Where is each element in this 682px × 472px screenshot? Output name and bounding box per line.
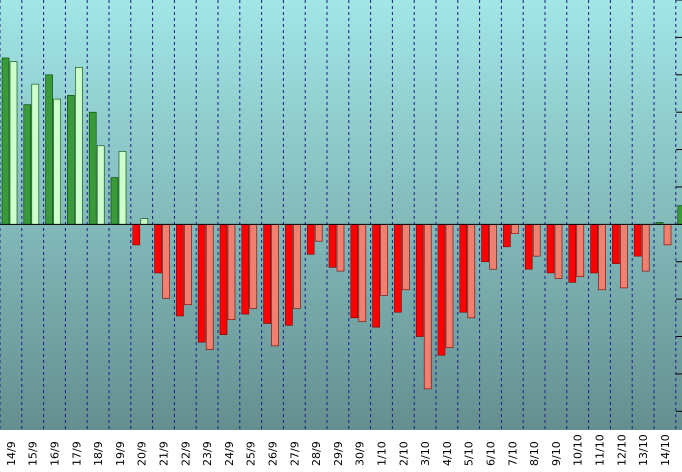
x-tick-label: 5/10 — [463, 441, 476, 466]
bar-series-2-10-10 — [576, 224, 585, 277]
bar-series-1-14-9 — [1, 57, 10, 225]
bar-series-2-25-9 — [249, 224, 258, 309]
bar-series-2-27-9 — [293, 224, 301, 309]
x-tick-label: 22/9 — [179, 441, 192, 466]
gridlines — [0, 0, 682, 430]
bar-series-1-12-10 — [612, 224, 620, 264]
bar-series-1-30-9 — [350, 224, 359, 319]
bar-series-2-9-10 — [554, 224, 563, 279]
bar-series-1-19-9 — [110, 177, 119, 225]
x-tick-label: 25/9 — [245, 441, 258, 466]
x-tick-label: 19/9 — [114, 441, 127, 466]
bar-series-1-3-10 — [415, 224, 424, 337]
x-tick-labels: 14/9 15/9 16/9 17/9 18/9 19/9 20/9 21/9 22/9 23/9… — [5, 434, 682, 466]
x-tick-label: 7/10 — [506, 441, 519, 466]
bar-series-2-5-10 — [467, 224, 476, 319]
bar-series-1-7-10 — [503, 224, 511, 248]
x-tick-label: 28/9 — [310, 441, 323, 466]
bar-series-1-26-9 — [263, 224, 271, 324]
bar-series-1-22-9 — [176, 224, 184, 317]
bar-series-1-8-10 — [524, 224, 533, 270]
x-tick-label: 4/10 — [441, 441, 454, 466]
bar-series-1-27-9 — [285, 224, 293, 326]
bar-series-1-10-10 — [568, 224, 577, 283]
bar-series-1-15-9 — [23, 104, 32, 225]
bar-series-1-16-9 — [45, 74, 53, 225]
bar-series-2-3-10 — [423, 224, 432, 390]
x-tick-label: 2/10 — [397, 441, 410, 466]
bar-series-2-15-9 — [31, 83, 40, 225]
bar-series-2-16-9 — [53, 98, 61, 225]
bar-series-1-24-9 — [219, 224, 228, 335]
x-tick-label: 13/10 — [637, 434, 650, 466]
x-tick-label: 14/9 — [5, 441, 18, 466]
bar-series-2-7-10 — [511, 224, 519, 234]
bar-series-2-28-9 — [314, 224, 323, 242]
bar-series-1-21-9 — [154, 224, 162, 274]
bar-series-1-4-10 — [437, 224, 446, 356]
bar-series-1-11-10 — [590, 224, 598, 274]
bar-series-1-15-10 — [677, 205, 682, 225]
bar-series-2-18-9 — [96, 145, 105, 225]
x-tick-label: 12/10 — [615, 434, 628, 466]
x-tick-label: 26/9 — [267, 441, 280, 466]
x-tick-label: 6/10 — [485, 441, 498, 466]
bars — [1, 57, 682, 390]
bar-series-1-18-9 — [88, 111, 97, 225]
bar-series-2-21-9 — [162, 224, 170, 299]
bar-series-2-14-9 — [9, 61, 18, 225]
bar-series-2-11-10 — [598, 224, 606, 291]
bar-series-2-14-10 — [663, 224, 672, 246]
x-tick-label: 21/9 — [158, 441, 171, 466]
bar-series-2-4-10 — [445, 224, 454, 349]
bar-series-1-17-9 — [67, 95, 75, 225]
bar-series-1-13-10 — [633, 224, 642, 257]
bar-series-2-8-10 — [532, 224, 541, 257]
x-tick-label: 1/10 — [376, 441, 389, 466]
x-tick-label: 23/9 — [201, 441, 214, 466]
bar-series-2-19-9 — [118, 151, 127, 225]
x-tick-label: 24/9 — [223, 441, 236, 466]
bar-series-1-2-10 — [394, 224, 402, 313]
bar-series-2-1-10 — [380, 224, 388, 296]
bar-series-2-29-9 — [336, 224, 345, 272]
x-tick-label: 17/9 — [70, 441, 83, 466]
bar-series-1-20-9 — [132, 224, 141, 246]
x-tick-label: 27/9 — [288, 441, 301, 466]
x-tick-label: 30/9 — [354, 441, 367, 466]
x-tick-label: 14/10 — [659, 434, 672, 466]
x-tick-label: 15/10 — [681, 434, 682, 466]
bar-series-1-5-10 — [459, 224, 468, 313]
bar-series-2-12-10 — [620, 224, 628, 289]
bar-series-2-23-9 — [205, 224, 214, 350]
bar-series-1-23-9 — [197, 224, 206, 343]
bar-series-1-1-10 — [372, 224, 380, 328]
bar-series-1-25-9 — [241, 224, 250, 315]
bar-series-1-9-10 — [546, 224, 555, 274]
bar-series-2-13-10 — [641, 224, 650, 272]
x-tick-label: 18/9 — [92, 441, 105, 466]
bar-series-2-26-9 — [271, 224, 279, 347]
bar-series-1-29-9 — [328, 224, 337, 268]
x-tick-label: 11/10 — [594, 434, 607, 466]
x-tick-label: 8/10 — [528, 441, 541, 466]
bar-series-2-6-10 — [489, 224, 497, 270]
x-tick-label: 10/10 — [572, 434, 585, 466]
bar-series-2-22-9 — [184, 224, 192, 306]
bar-series-1-6-10 — [481, 224, 489, 263]
bar-series-2-30-9 — [358, 224, 367, 322]
x-tick-label: 20/9 — [136, 441, 149, 466]
x-tick-label: 29/9 — [332, 441, 345, 466]
x-tick-label: 16/9 — [49, 441, 62, 466]
bar-series-1-28-9 — [306, 224, 315, 255]
x-tick-label: 9/10 — [550, 441, 563, 466]
x-tick-label: 15/9 — [27, 441, 40, 466]
bar-series-2-2-10 — [402, 224, 410, 291]
bar-series-2-24-9 — [227, 224, 236, 320]
bar-series-2-20-9 — [140, 218, 149, 225]
x-tick-label: 3/10 — [419, 441, 432, 466]
bar-series-2-17-9 — [75, 67, 83, 225]
